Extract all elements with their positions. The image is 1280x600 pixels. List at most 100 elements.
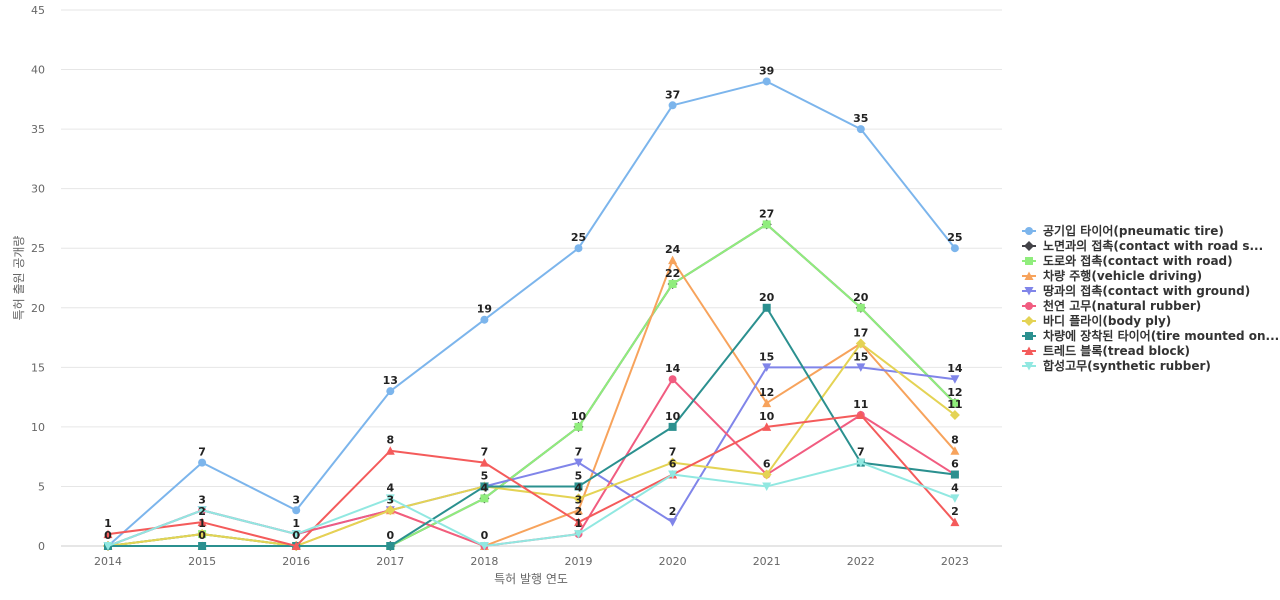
series-line (107, 223, 956, 547)
data-label: 15 (853, 350, 868, 363)
data-point (197, 529, 208, 540)
data-label: 0 (198, 529, 206, 542)
series-line (107, 461, 956, 547)
y-tick-label: 20 (31, 302, 45, 315)
data-label: 0 (104, 529, 112, 542)
legend-item[interactable]: 합성고무(synthetic rubber) (1022, 358, 1211, 373)
legend-item[interactable]: 공기입 타이어(pneumatic tire) (1022, 223, 1224, 238)
legend-item[interactable]: 트레드 블록(tread block) (1022, 343, 1190, 358)
legend-label: 공기입 타이어(pneumatic tire) (1043, 223, 1224, 238)
series-line (108, 306, 956, 547)
data-label: 6 (763, 458, 771, 471)
x-tick-label: 2017 (376, 555, 404, 568)
data-label: 8 (386, 434, 394, 447)
data-point (574, 458, 583, 468)
data-point (103, 529, 113, 539)
legend-item[interactable]: 천연 고무(natural rubber) (1022, 298, 1201, 313)
series-line (107, 80, 956, 547)
data-label: 4 (481, 481, 489, 494)
data-label: 7 (669, 446, 677, 459)
data-point (950, 470, 959, 479)
data-point (197, 517, 207, 527)
data-label: 1 (198, 517, 206, 530)
data-point (762, 363, 772, 372)
legend-marker (1024, 287, 1034, 296)
data-point (762, 398, 772, 408)
data-label: 5 (481, 469, 489, 482)
data-label: 0 (292, 529, 300, 542)
legend-item[interactable]: 도로와 접촉(contact with road) (1022, 253, 1233, 268)
legend-label: 합성고무(synthetic rubber) (1043, 358, 1211, 373)
legend-marker (1025, 257, 1033, 265)
data-point (668, 101, 677, 110)
y-tick-label: 0 (38, 540, 45, 553)
data-label: 22 (665, 267, 680, 280)
series (103, 458, 960, 551)
data-point (574, 482, 583, 491)
data-point (762, 422, 772, 431)
data-label: 6 (951, 458, 959, 471)
data-label: 7 (481, 446, 489, 459)
legend-item[interactable]: 차량 주행(vehicle driving) (1022, 268, 1202, 283)
data-label: 17 (853, 327, 868, 340)
data-point (667, 457, 678, 468)
data-label: 2 (575, 505, 583, 518)
data-label: 14 (947, 362, 963, 375)
x-axis-ticks: 2014 2015 2016 2017 2018 2019 2020 2021 2022 2023 (94, 555, 969, 568)
x-tick-label: 2019 (565, 555, 593, 568)
data-point (855, 338, 866, 349)
data-point (949, 409, 960, 420)
series (103, 410, 960, 550)
y-axis-title: 특허 출원 공개량 (12, 236, 26, 321)
data-point (856, 303, 865, 312)
data-point (950, 494, 960, 503)
gridlines (61, 9, 1002, 547)
legend-item[interactable]: 바디 플라이(body ply) (1022, 313, 1171, 328)
legend-item[interactable]: 땅과의 접촉(contact with ground) (1022, 283, 1250, 298)
x-tick-label: 2015 (188, 555, 216, 568)
data-label: 3 (386, 493, 394, 506)
data-label: 14 (665, 362, 681, 375)
data-label: 11 (853, 398, 868, 411)
data-label: 1 (575, 517, 583, 530)
data-label: 11 (947, 398, 962, 411)
x-tick-label: 2022 (847, 555, 875, 568)
legend-marker (1024, 271, 1034, 280)
data-point (762, 220, 771, 229)
data-label: 35 (853, 112, 868, 125)
y-tick-label: 5 (38, 480, 45, 493)
data-label: 3 (292, 493, 300, 506)
data-point (856, 410, 866, 419)
data-label: 6 (669, 458, 677, 471)
data-point (479, 542, 489, 551)
data-point (291, 541, 301, 550)
data-label: 10 (759, 410, 775, 423)
data-point (856, 458, 866, 468)
data-label: 37 (665, 88, 680, 101)
data-point (386, 542, 395, 550)
legend-marker (1024, 241, 1034, 251)
data-point (762, 303, 771, 312)
data-point (574, 422, 583, 431)
data-label: 7 (575, 446, 583, 459)
legend-label: 차량에 장착된 타이어(tire mounted on... (1043, 328, 1279, 343)
x-tick-label: 2018 (470, 555, 498, 568)
legend-marker (1025, 332, 1033, 340)
data-label: 15 (759, 350, 774, 363)
data-point (856, 125, 865, 134)
data-label: 27 (759, 207, 774, 220)
data-point (950, 446, 960, 455)
data-point (761, 469, 772, 480)
data-label: 3 (575, 493, 583, 506)
legend-item[interactable]: 노면과의 접촉(contact with road s... (1022, 238, 1263, 253)
legend-item[interactable]: 차량에 장착된 타이어(tire mounted on... (1022, 328, 1279, 343)
data-point (385, 494, 395, 503)
data-label: 39 (759, 64, 774, 77)
legend-marker (1025, 227, 1033, 235)
data-label: 7 (857, 446, 865, 459)
x-tick-label: 2023 (941, 555, 969, 568)
data-point (950, 517, 960, 527)
y-tick-label: 10 (31, 421, 45, 434)
data-label: 4 (951, 481, 959, 494)
data-point (574, 505, 583, 515)
